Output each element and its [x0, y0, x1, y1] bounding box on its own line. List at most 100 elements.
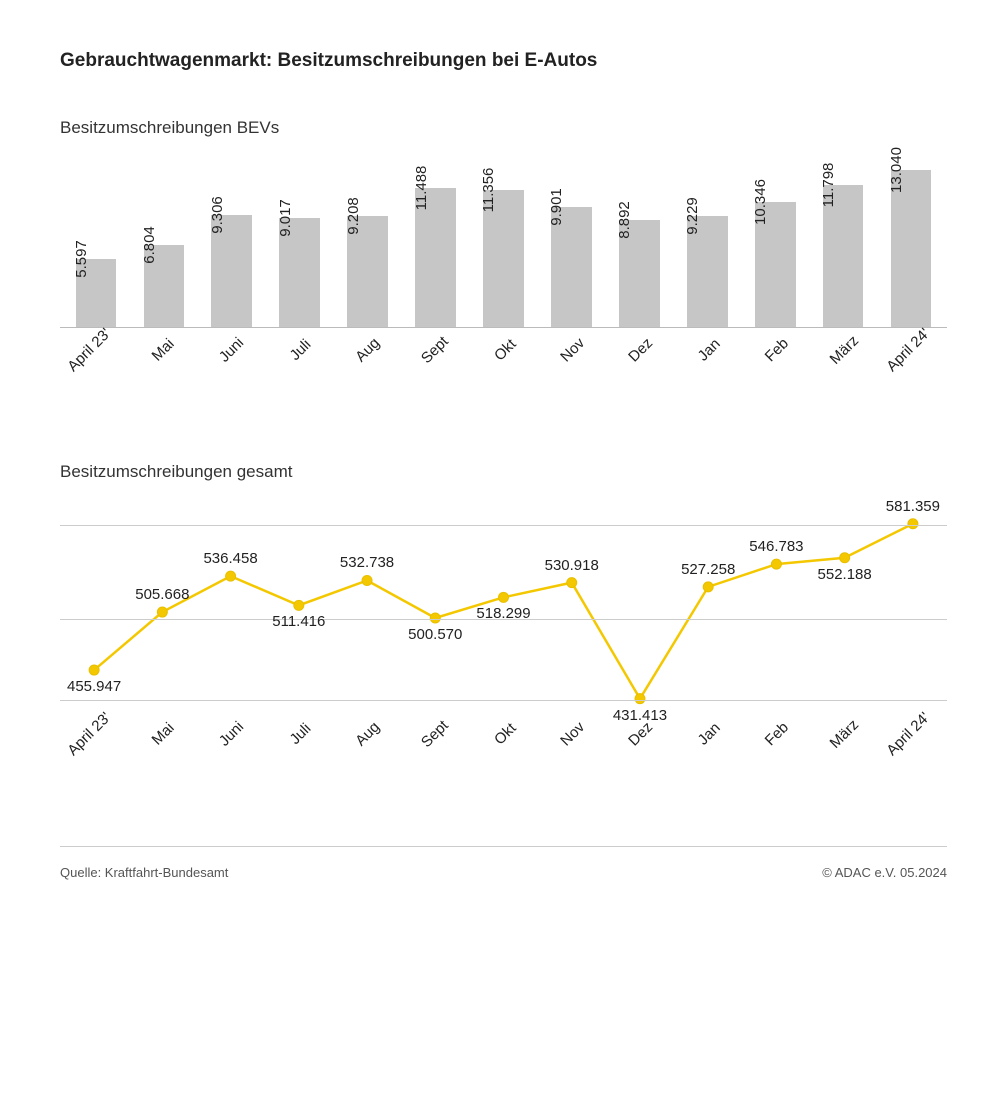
line-chart-plot: 455.947505.668536.458511.416532.738500.5… [60, 502, 947, 712]
footer-copyright: © ADAC e.V. 05.2024 [822, 865, 947, 880]
line-marker [89, 665, 99, 675]
x-axis-tick: April 24' [879, 332, 947, 402]
bar-value-label: 11.488 [413, 166, 436, 211]
x-axis-tick: April 24' [879, 716, 947, 786]
line-marker [840, 553, 850, 563]
footer-source: Quelle: Kraftfahrt-Bundesamt [60, 865, 228, 880]
line-marker [908, 519, 918, 529]
x-axis-tick: Aug [333, 332, 401, 402]
footer-separator [60, 846, 947, 847]
x-axis-tick: Mai [128, 716, 196, 786]
x-axis-tick: Feb [742, 716, 810, 786]
bar: 8.892 [619, 220, 660, 327]
x-axis-tick: Sept [401, 332, 469, 402]
line-value-label: 546.783 [749, 538, 803, 555]
x-axis-tick: Sept [401, 716, 469, 786]
gridline [60, 700, 947, 701]
line-value-label: 518.299 [476, 605, 530, 622]
bar: 11.798 [823, 185, 864, 327]
line-chart: Besitzumschreibungen gesamt 455.947 505.6… [60, 462, 947, 786]
x-axis-tick: April 23' [60, 332, 128, 402]
line-chart-xaxis: April 23'MaiJuniJuliAugSeptOktNovDezJanF… [60, 716, 947, 786]
bar-value-label: 9.017 [277, 199, 300, 237]
bar: 9.208 [347, 216, 388, 327]
x-axis-tick: Feb [742, 332, 810, 402]
bar-chart-xaxis: April 23'MaiJuniJuliAugSeptOktNovDezJanF… [60, 332, 947, 402]
bar-chart-plot: 5.597 6.804 9.306 9.017 9.208 11.488 11.356 9.9… [60, 158, 947, 328]
bar-value-label: 9.306 [209, 196, 232, 234]
line-marker [226, 571, 236, 581]
line-value-label: 511.416 [272, 613, 325, 630]
x-axis-tick: Okt [469, 716, 537, 786]
x-axis-tick: Juli [265, 332, 333, 402]
bar-value-label: 11.356 [480, 168, 503, 213]
bar-slot: 13.040 [877, 158, 945, 327]
bar-value-label: 10.346 [752, 179, 775, 225]
bar-slot: 10.346 [741, 158, 809, 327]
bar-slot: 8.892 [605, 158, 673, 327]
bar-slot: 9.901 [537, 158, 605, 327]
gridline [60, 525, 947, 526]
x-axis-tick: Juli [265, 716, 333, 786]
x-axis-tick: Nov [538, 332, 606, 402]
bar: 9.229 [687, 216, 728, 327]
x-axis-tick: März [811, 716, 879, 786]
line-marker [499, 592, 509, 602]
bar: 9.901 [551, 207, 592, 327]
x-axis-tick: Okt [469, 332, 537, 402]
bar-value-label: 8.892 [616, 201, 639, 239]
x-axis-tick: Aug [333, 716, 401, 786]
bar-value-label: 9.208 [345, 197, 368, 235]
x-axis-tick: Juni [196, 332, 264, 402]
page-title: Gebrauchtwagenmarkt: Besitzumschreibunge… [60, 50, 947, 72]
bar-slot: 11.488 [402, 158, 470, 327]
line-marker [703, 582, 713, 592]
line-chart-subtitle: Besitzumschreibungen gesamt [60, 462, 947, 482]
bar-slot: 9.229 [673, 158, 741, 327]
line-value-label: 530.918 [545, 557, 599, 574]
line-value-label: 527.258 [681, 561, 735, 578]
x-axis-tick: Dez [606, 716, 674, 786]
bar-slot: 11.798 [809, 158, 877, 327]
line-marker [294, 600, 304, 610]
bar-slot: 9.306 [198, 158, 266, 327]
x-axis-tick: Nov [538, 716, 606, 786]
line-marker [635, 694, 645, 704]
line-value-label: 505.668 [135, 586, 189, 603]
bar-value-label: 11.798 [820, 162, 843, 207]
line-value-label: 581.359 [886, 498, 940, 515]
line-marker [157, 607, 167, 617]
bar-slot: 5.597 [62, 158, 130, 327]
bar: 10.346 [755, 202, 796, 327]
bar: 9.017 [279, 218, 320, 327]
x-axis-tick: Jan [674, 332, 742, 402]
x-axis-tick: März [811, 332, 879, 402]
bar-value-label: 5.597 [73, 241, 96, 279]
bar: 11.356 [483, 190, 524, 327]
bar-slot: 11.356 [470, 158, 538, 327]
bar: 11.488 [415, 188, 456, 327]
line-value-label: 536.458 [203, 550, 257, 567]
bar-slot: 9.208 [334, 158, 402, 327]
bar: 6.804 [144, 245, 185, 327]
x-axis-tick: Dez [606, 332, 674, 402]
bar-value-label: 9.229 [684, 197, 707, 235]
x-axis-tick: April 23' [60, 716, 128, 786]
bar-value-label: 6.804 [141, 226, 164, 264]
line-marker [362, 575, 372, 585]
x-axis-tick: Mai [128, 332, 196, 402]
line-marker [567, 578, 577, 588]
footer: Quelle: Kraftfahrt-Bundesamt © ADAC e.V.… [60, 865, 947, 880]
bar-chart-subtitle: Besitzumschreibungen BEVs [60, 118, 947, 138]
x-axis-tick: Juni [196, 716, 264, 786]
bar-slot: 9.017 [266, 158, 334, 327]
bar: 9.306 [211, 215, 252, 327]
bar-value-label: 9.901 [548, 189, 571, 227]
x-axis-tick: Jan [674, 716, 742, 786]
line-value-label: 455.947 [67, 678, 121, 695]
bar-value-label: 13.040 [888, 147, 911, 193]
bar-slot: 6.804 [130, 158, 198, 327]
bar-chart: Besitzumschreibungen BEVs 5.597 6.804 9.30… [60, 118, 947, 402]
line-value-label: 552.188 [818, 566, 872, 583]
line-value-label: 500.570 [408, 626, 462, 643]
